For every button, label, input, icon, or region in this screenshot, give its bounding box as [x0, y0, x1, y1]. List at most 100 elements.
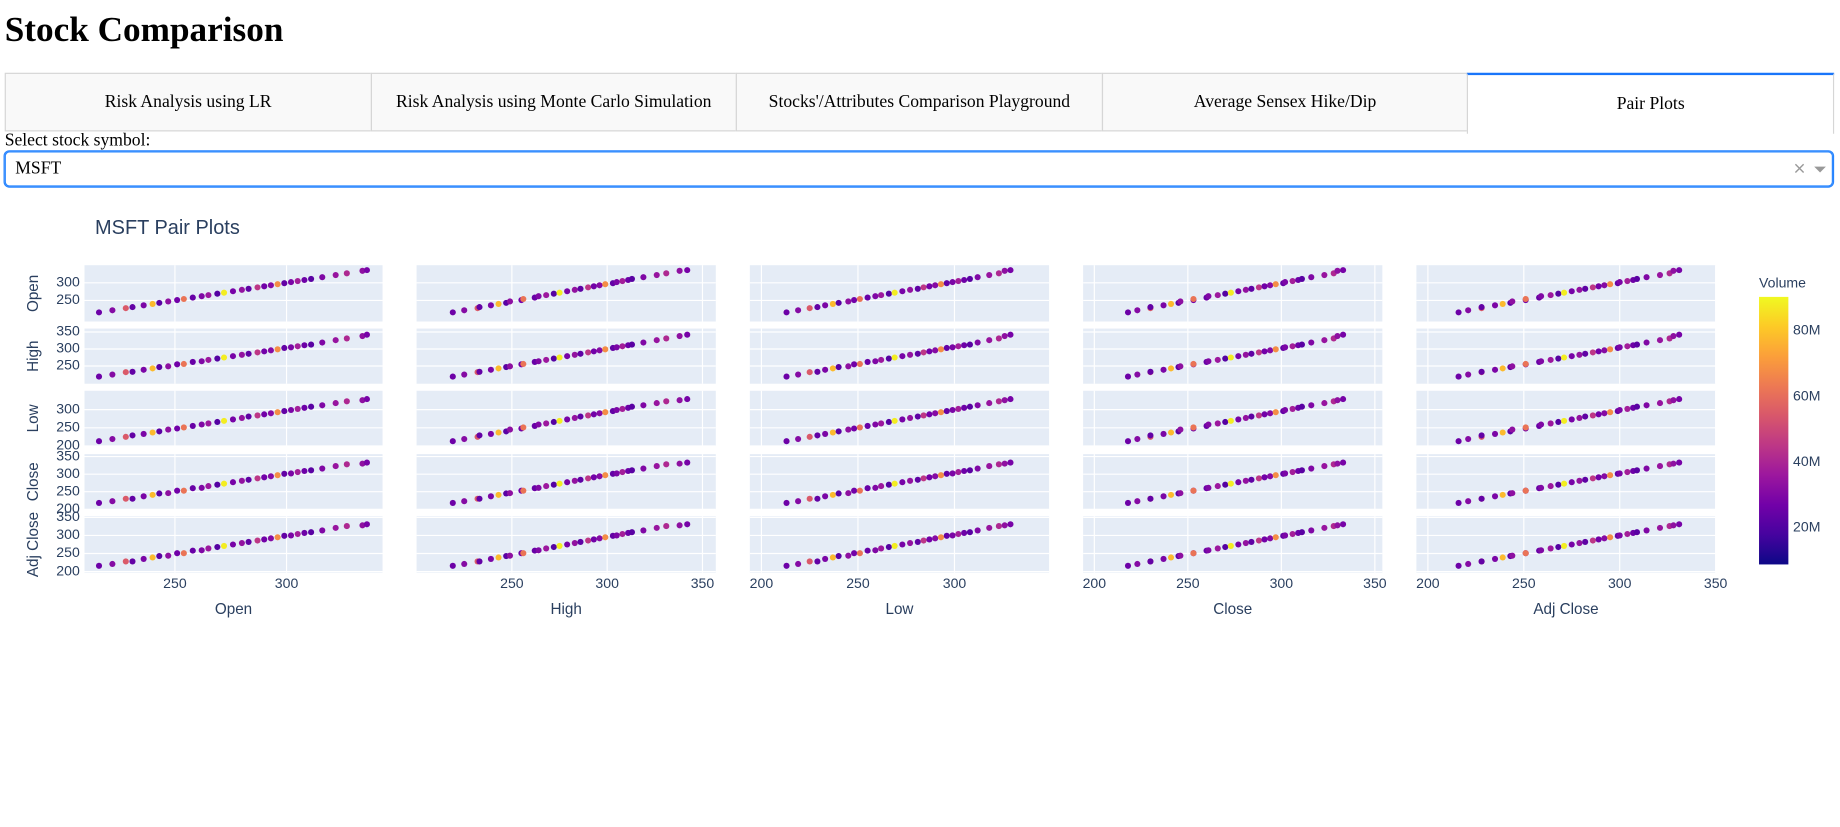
x-tick-label: 300 [943, 575, 967, 591]
tab[interactable]: Risk Analysis using LR [4, 72, 372, 132]
point [1134, 307, 1141, 314]
point [1308, 274, 1315, 281]
point [1205, 421, 1212, 428]
point [885, 355, 892, 362]
point [343, 335, 350, 342]
tab[interactable]: Pair Plots [1467, 72, 1835, 134]
point [1624, 468, 1631, 476]
tab[interactable]: Stocks'/Attributes Comparison Playground [735, 72, 1103, 132]
point [1670, 460, 1677, 467]
point [287, 279, 295, 286]
point [156, 552, 163, 560]
point [165, 363, 172, 370]
point [577, 285, 584, 292]
point [1334, 333, 1341, 340]
point [1555, 481, 1562, 488]
point [476, 368, 483, 375]
point [1676, 331, 1683, 338]
point [1643, 274, 1650, 281]
point [961, 404, 968, 411]
point [308, 275, 315, 282]
point [986, 272, 993, 279]
y-axis-title: High [25, 340, 42, 371]
point [878, 420, 885, 427]
point [1547, 420, 1554, 427]
point [907, 286, 914, 293]
point [1607, 472, 1614, 479]
point [1595, 536, 1602, 543]
point [878, 483, 885, 490]
point [487, 366, 494, 373]
tab[interactable]: Average Sensex Hike/Dip [1101, 72, 1469, 132]
clear-icon[interactable] [1792, 153, 1808, 186]
subplot [84, 390, 383, 447]
point [180, 487, 187, 494]
point [564, 288, 571, 295]
point [449, 373, 456, 380]
point [1491, 493, 1499, 500]
point [1607, 409, 1614, 416]
point [506, 298, 514, 305]
x-axis-title: Close [1213, 601, 1252, 618]
point [1242, 539, 1249, 547]
point [1582, 413, 1589, 420]
point [140, 302, 147, 309]
dropdown-arrow[interactable] [1811, 153, 1830, 186]
point [783, 499, 790, 507]
point [878, 356, 885, 363]
point [590, 536, 597, 543]
point [1676, 267, 1683, 274]
point [806, 558, 813, 565]
point [294, 405, 301, 412]
point [1601, 535, 1608, 542]
point [1670, 397, 1677, 404]
point [122, 369, 129, 376]
x-tick-label: 300 [1608, 575, 1632, 591]
point [267, 282, 274, 289]
point [287, 470, 295, 477]
subplot [84, 454, 383, 510]
point [1205, 293, 1212, 300]
point [109, 307, 116, 314]
point [835, 363, 842, 371]
colorbar-tick-label: 80M [1793, 322, 1820, 338]
point [174, 297, 181, 304]
point [1222, 290, 1229, 297]
point [461, 371, 468, 378]
point [238, 539, 245, 547]
point [974, 465, 981, 472]
point [109, 371, 116, 378]
point [1522, 424, 1529, 431]
point [937, 409, 945, 416]
point [619, 468, 626, 476]
y-tick-label: 250 [56, 418, 80, 434]
point [835, 552, 842, 560]
point [180, 424, 187, 431]
point [506, 363, 514, 370]
point [577, 413, 584, 420]
subplot [1416, 516, 1717, 573]
point [1267, 473, 1274, 480]
point [205, 545, 212, 552]
point [1670, 333, 1677, 340]
point [238, 477, 245, 484]
point [835, 299, 842, 306]
point [899, 479, 906, 486]
tab[interactable]: Risk Analysis using Monte Carlo Simulati… [370, 72, 738, 132]
x-axis-title: High [551, 601, 582, 618]
point [1235, 288, 1242, 295]
point [1167, 429, 1175, 436]
stock-dropdown[interactable]: MSFT [4, 151, 1833, 187]
point [914, 350, 921, 357]
point [1272, 534, 1279, 541]
point [254, 284, 261, 291]
point [1214, 483, 1221, 490]
point [937, 472, 945, 479]
point [845, 426, 852, 433]
point [1205, 547, 1212, 554]
point [461, 307, 468, 314]
point [932, 473, 939, 480]
point [1576, 286, 1583, 293]
point [795, 560, 802, 568]
